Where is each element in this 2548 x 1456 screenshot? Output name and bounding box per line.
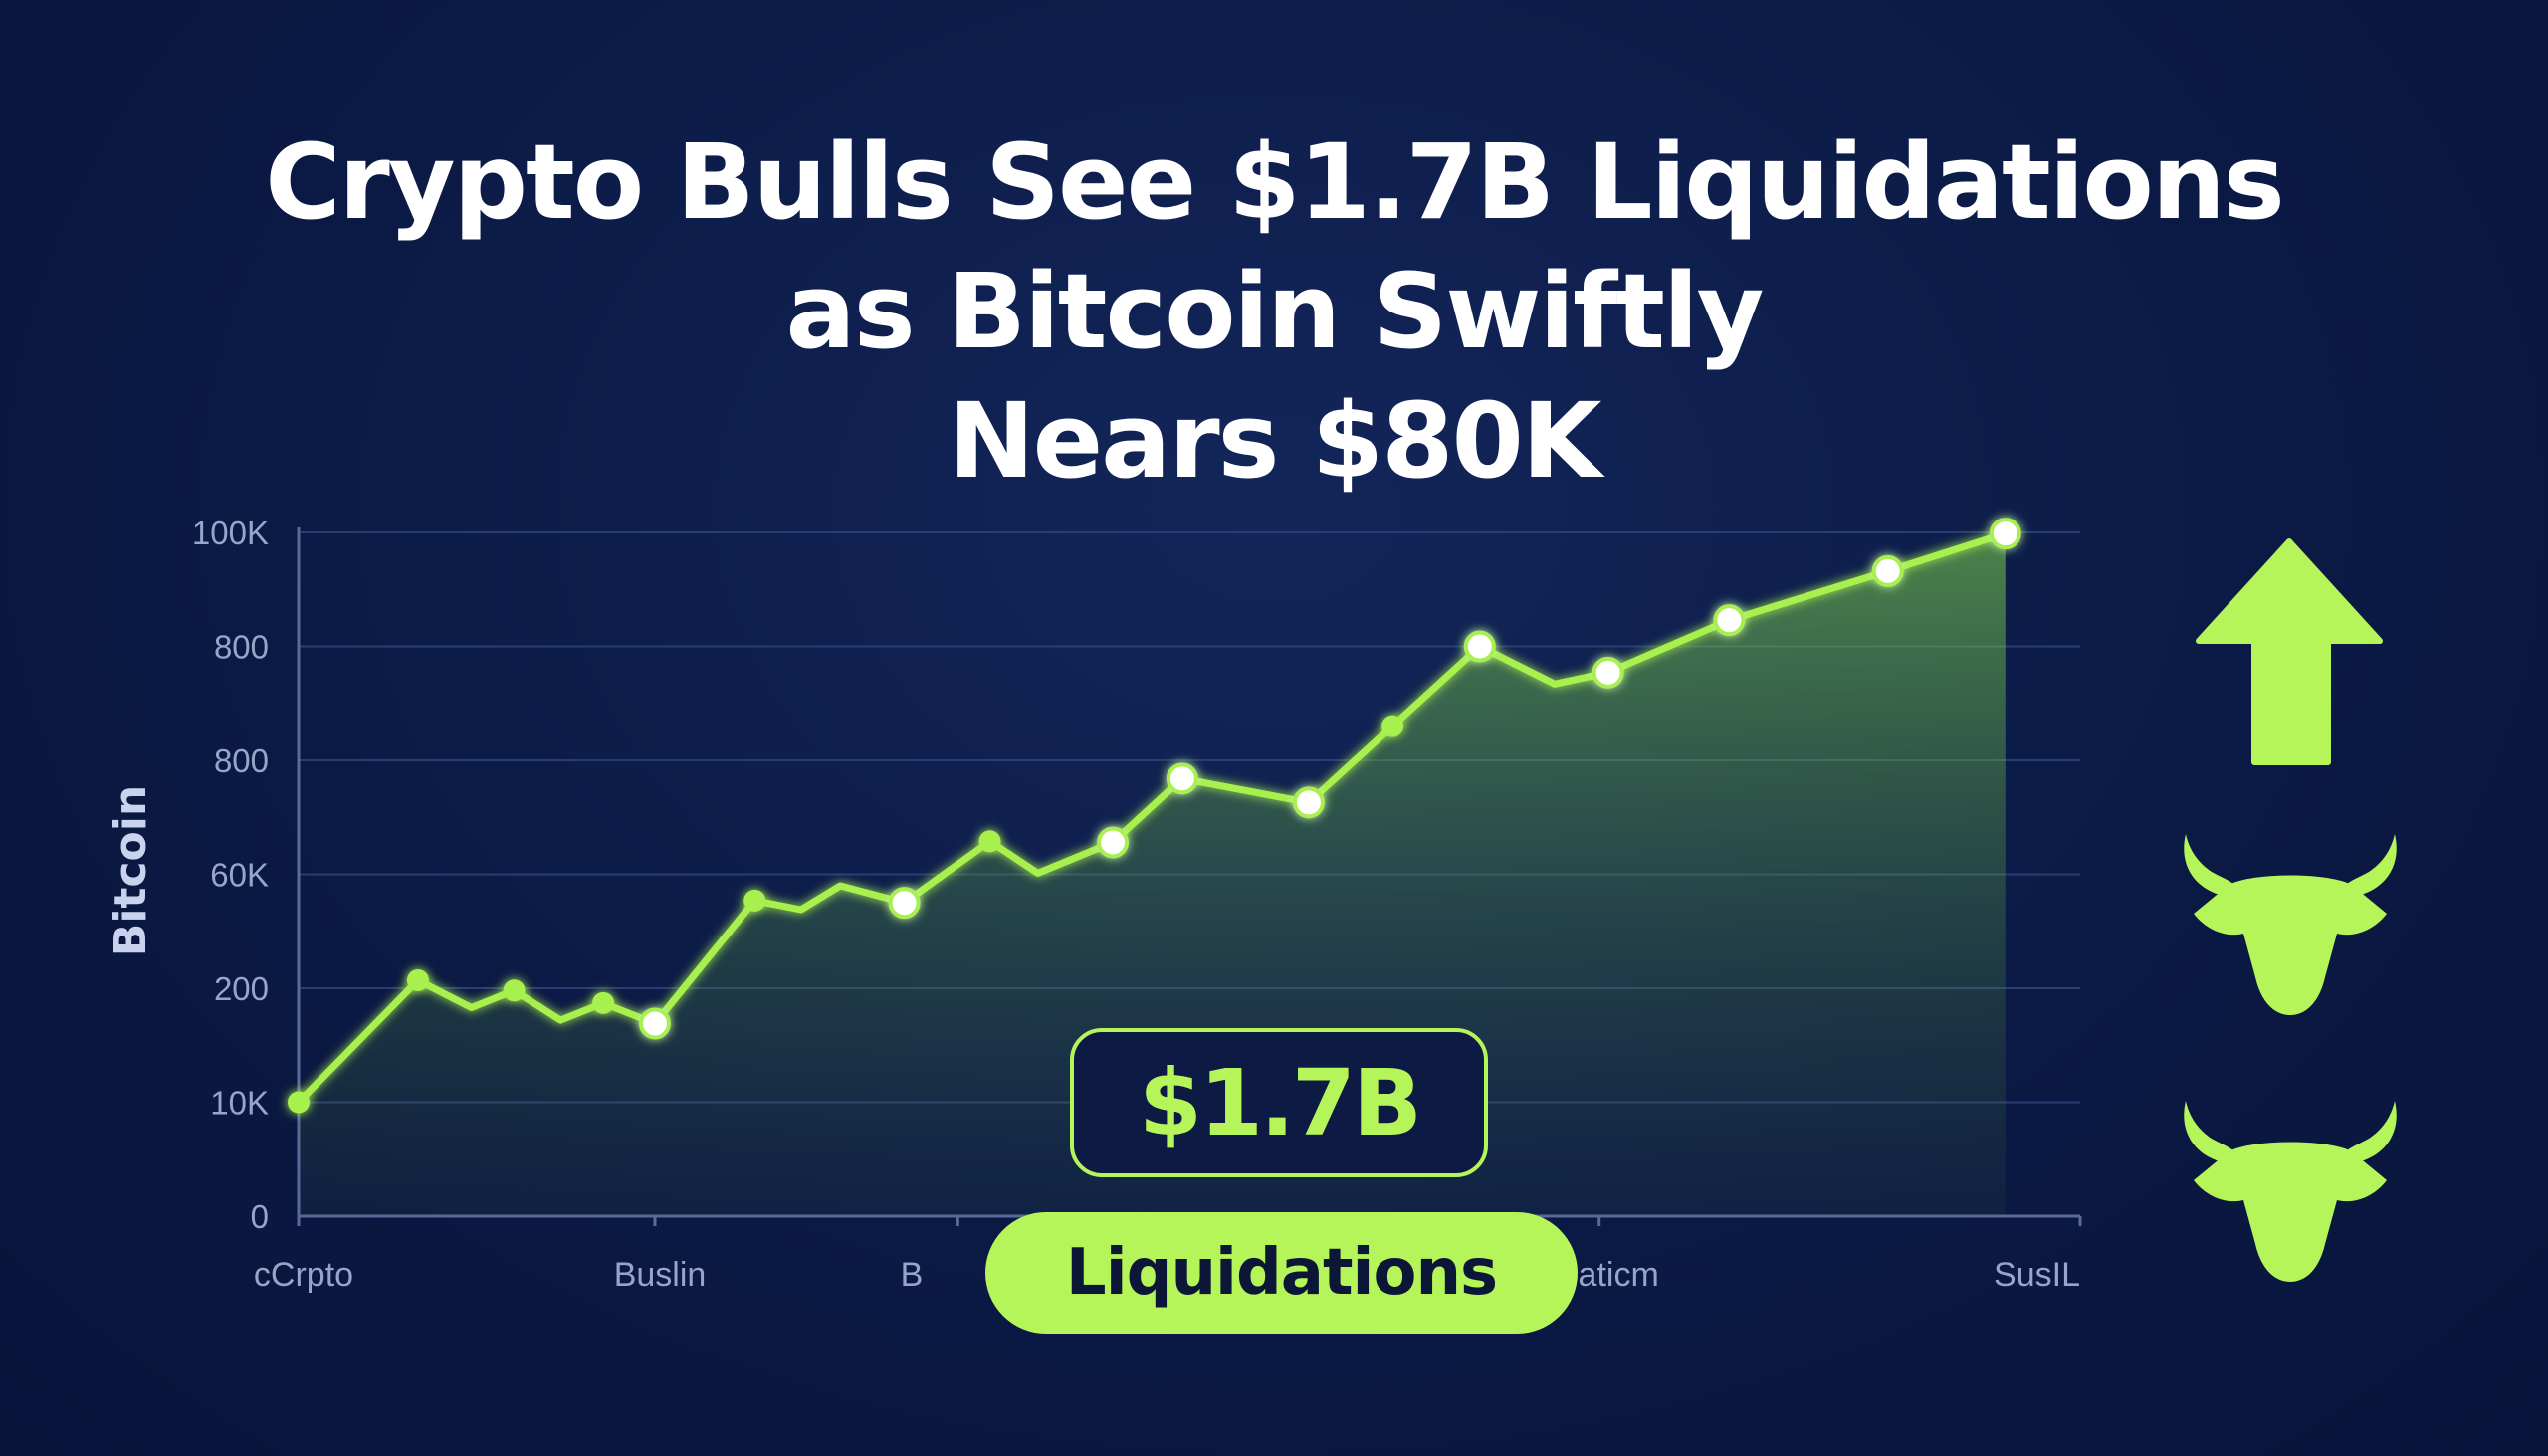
data-point <box>639 1007 671 1040</box>
liquidations-pill: Liquidations <box>985 1212 1578 1334</box>
x-tick-label: Buslin <box>614 1256 707 1294</box>
y-tick-label: 0 <box>251 1198 269 1235</box>
y-tick-label: 10K <box>210 1085 269 1122</box>
data-point <box>1097 826 1130 859</box>
data-point <box>1381 715 1404 737</box>
y-tick-labels: 100K 800 800 60K 200 10K 0 <box>192 515 269 1235</box>
data-point <box>1713 604 1746 637</box>
y-tick-label: 100K <box>192 515 269 551</box>
data-point <box>1871 554 1904 587</box>
data-point <box>503 979 526 1002</box>
y-tick-label: 60K <box>210 857 269 894</box>
data-point <box>1592 656 1624 689</box>
bull-head-icon <box>2184 1101 2397 1282</box>
headline: Crypto Bulls See $1.7B Liquidations as B… <box>0 117 2548 506</box>
liquidation-amount-badge: $1.7B <box>1070 1028 1488 1177</box>
x-tick-label: B <box>901 1256 924 1294</box>
data-point <box>1166 762 1198 795</box>
data-point <box>1463 630 1496 663</box>
data-point <box>288 1091 310 1114</box>
data-point <box>1292 786 1325 819</box>
headline-line-2: as Bitcoin Swiftly <box>785 251 1765 372</box>
data-point <box>406 968 429 991</box>
y-tick-label: 200 <box>214 970 269 1007</box>
data-points <box>288 518 2021 1114</box>
headline-line-1: Crypto Bulls See $1.7B Liquidations <box>265 121 2285 243</box>
up-arrow-icon <box>2196 538 2383 765</box>
data-point <box>1989 518 2021 550</box>
x-tick-label: cCrpto <box>254 1256 353 1294</box>
data-point <box>888 887 921 920</box>
data-point <box>592 991 615 1014</box>
data-point <box>978 830 1001 853</box>
x-tick-label: SusIL <box>1994 1256 2080 1294</box>
bull-head-icon <box>2184 834 2397 1015</box>
y-axis-label: Bitcoin <box>106 785 156 956</box>
area-under-line <box>299 533 2006 1216</box>
y-tick-label: 800 <box>214 629 269 666</box>
headline-line-3: Nears $80K <box>948 380 1602 502</box>
y-tick-label: 800 <box>214 742 269 779</box>
data-point <box>743 889 766 912</box>
